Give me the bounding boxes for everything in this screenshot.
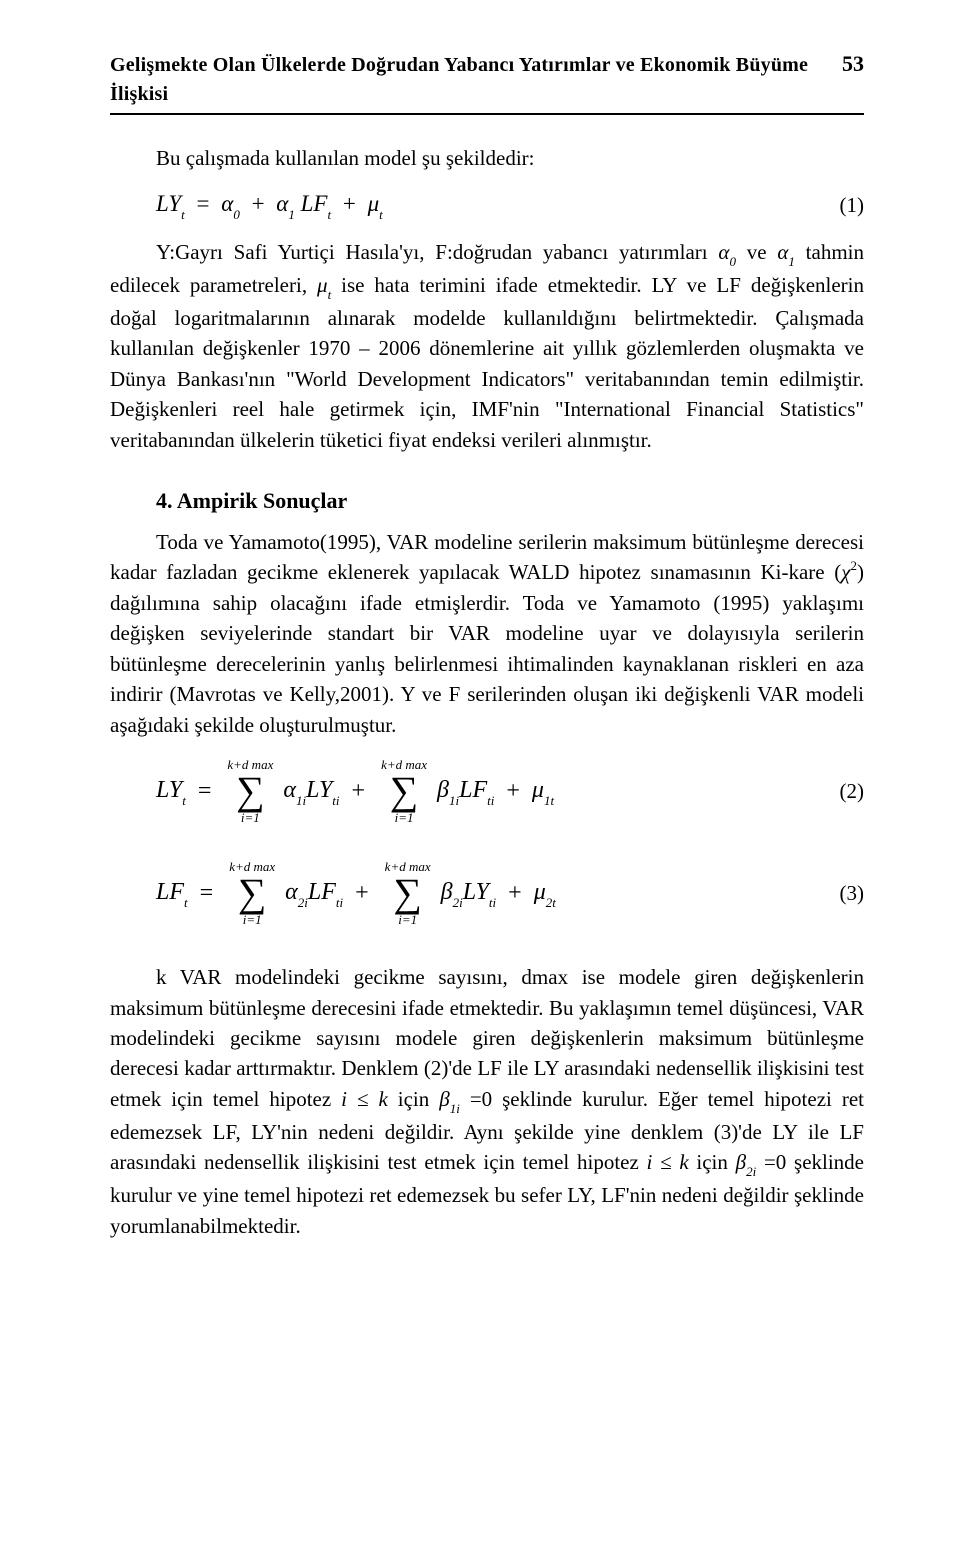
equation-1: LYt = α0 + α1 LFt + μt (1) [110,187,864,222]
sigma-icon: k+d max ∑ i=1 [227,758,273,824]
closing-para: k VAR modelindeki gecikme sayısını, dmax… [110,962,864,1241]
eq1-number: (1) [824,190,864,220]
header-rule [110,113,864,115]
equation-2: LYt = k+d max ∑ i=1 α1iLYti + k+d max ∑ … [110,758,864,824]
running-title: Gelişmekte Olan Ülkelerde Doğrudan Yaban… [110,51,842,109]
eq1-lhs: LY [156,191,181,216]
section-4-heading: 4. Ampirik Sonuçlar [156,485,864,517]
equation-3: LFt = k+d max ∑ i=1 α2iLFti + k+d max ∑ … [110,860,864,926]
intro-line: Bu çalışmada kullanılan model şu şekilde… [110,143,864,173]
eq2-number: (2) [824,776,864,806]
page-number: 53 [842,48,864,80]
sigma-icon: k+d max ∑ i=1 [229,860,275,926]
running-head: Gelişmekte Olan Ülkelerde Doğrudan Yaban… [110,48,864,109]
sigma-icon: k+d max ∑ i=1 [385,860,431,926]
sigma-icon: k+d max ∑ i=1 [381,758,427,824]
page: Gelişmekte Olan Ülkelerde Doğrudan Yaban… [0,0,960,1315]
eq3-number: (3) [824,878,864,908]
para-after-eq1: Y:Gayrı Safi Yurtiçi Hasıla'yı, F:doğrud… [110,237,864,455]
section-4-para1: Toda ve Yamamoto(1995), VAR modeline ser… [110,527,864,740]
